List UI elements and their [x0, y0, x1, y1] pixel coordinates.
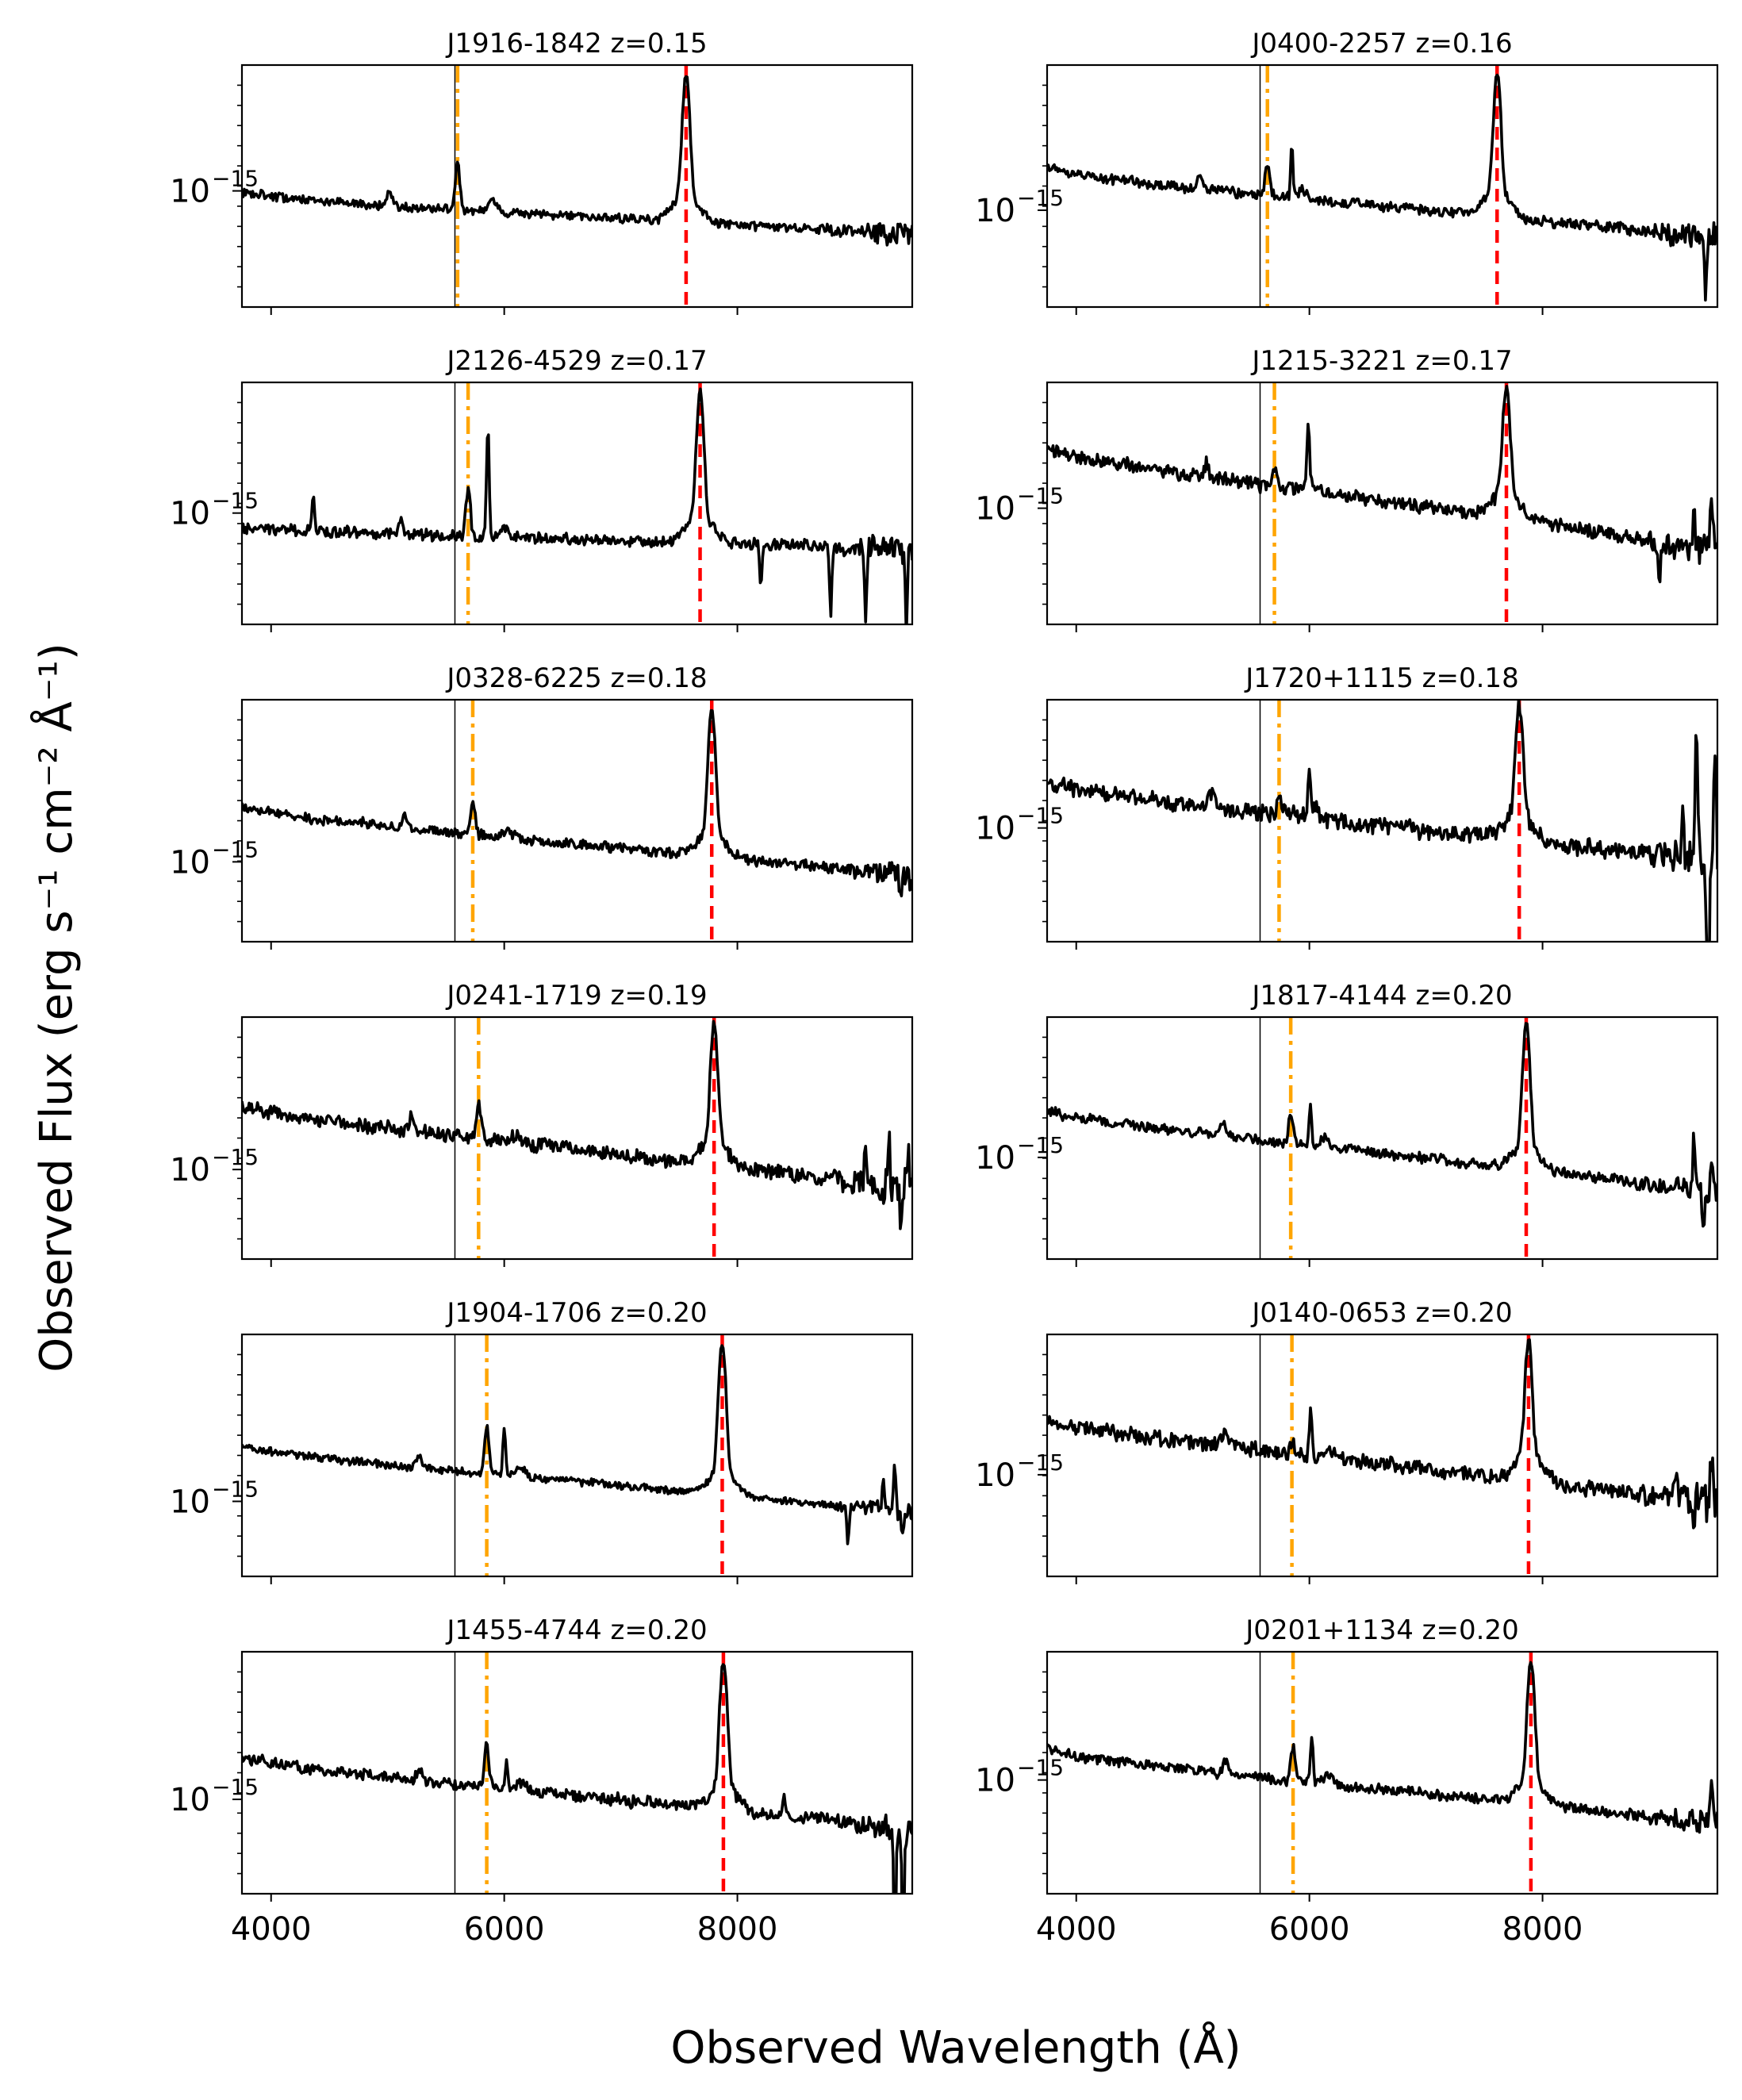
- spectrum-line: [242, 1019, 912, 1230]
- spectrum-line: [242, 75, 912, 247]
- spectrum-line: [1047, 1022, 1717, 1228]
- y-tick-exponent: −15: [1017, 803, 1064, 829]
- spectrum-panel: 10 −15 J0400-2257 z=0.16: [975, 28, 1719, 315]
- spectrum-line: [1047, 1338, 1717, 1530]
- axes-frame: [1046, 1650, 1719, 1895]
- y-tick-label: 10: [975, 1763, 1015, 1799]
- x-tick-label: 6000: [1269, 1911, 1350, 1948]
- y-tick-label: 10: [170, 1782, 210, 1818]
- x-tick-label: 8000: [1502, 1911, 1583, 1948]
- spectrum-panel: 4000 6000 8000 10 −15 J1455-4744 z=0.20: [170, 1614, 914, 1948]
- panel-title: J0328-6225 z=0.18: [445, 662, 707, 694]
- y-tick-exponent: −15: [1017, 1132, 1064, 1158]
- spectrum-panel: 10 −15 J2126-4529 z=0.17: [170, 345, 914, 632]
- y-tick-label: 10: [170, 174, 210, 210]
- panel-title: J0400-2257 z=0.16: [1250, 28, 1512, 60]
- spectrum-line: [1047, 1660, 1717, 1834]
- panel-title: J1455-4744 z=0.20: [445, 1614, 707, 1646]
- x-tick-label: 6000: [464, 1911, 545, 1948]
- x-tick-label: 8000: [697, 1911, 778, 1948]
- y-tick-label: 10: [170, 844, 210, 881]
- y-tick-exponent: −15: [1017, 185, 1064, 211]
- panel-title: J0241-1719 z=0.19: [445, 980, 707, 1012]
- y-tick-label: 10: [975, 1457, 1015, 1494]
- y-tick-label: 10: [170, 1152, 210, 1188]
- y-tick-exponent: −15: [1017, 483, 1064, 509]
- y-tick-exponent: −15: [1017, 1755, 1064, 1781]
- spectrum-panel: 10 −15 J0140-0653 z=0.20: [975, 1297, 1719, 1584]
- y-tick-label: 10: [975, 193, 1015, 229]
- axes-frame: [240, 698, 914, 943]
- panel-title: J2126-4529 z=0.17: [445, 345, 707, 377]
- spectrum-line: [1047, 700, 1717, 942]
- panel-title: J0140-0653 z=0.20: [1250, 1297, 1512, 1329]
- y-tick-exponent: −15: [212, 166, 259, 192]
- panel-title: J1916-1842 z=0.15: [445, 28, 707, 60]
- spectrum-panel: 10 −15 J0328-6225 z=0.18: [170, 662, 914, 950]
- y-tick-label: 10: [170, 1484, 210, 1520]
- spectrum-panel: 10 −15 J1720+1115 z=0.18: [975, 662, 1719, 950]
- y-tick-exponent: −15: [212, 1144, 259, 1170]
- spectrum-panel: 10 −15 J1904-1706 z=0.20: [170, 1297, 914, 1584]
- spectrum-panel: 10 −15 J1215-3221 z=0.17: [975, 345, 1719, 632]
- y-tick-exponent: −15: [212, 836, 259, 862]
- axes-frame: [1046, 698, 1719, 943]
- spectrum-line: [1047, 384, 1717, 584]
- y-tick-label: 10: [975, 811, 1015, 847]
- y-tick-label: 10: [975, 491, 1015, 528]
- x-axis-label: Observed Wavelength (Å): [670, 2021, 1241, 2074]
- axes-frame: [240, 1333, 914, 1578]
- panel-title: J1904-1706 z=0.20: [445, 1297, 707, 1329]
- panel-title: J1817-4144 z=0.20: [1250, 980, 1512, 1012]
- spectrum-panel: 10 −15 J1916-1842 z=0.15: [170, 28, 914, 315]
- y-tick-exponent: −15: [212, 1774, 259, 1800]
- axes-frame: [240, 381, 914, 626]
- y-tick-exponent: −15: [212, 1476, 259, 1502]
- panel-title: J1215-3221 z=0.17: [1250, 345, 1512, 377]
- spectrum-line: [242, 387, 912, 624]
- panel-title: J0201+1134 z=0.20: [1244, 1614, 1518, 1646]
- axes-frame: [240, 1015, 914, 1261]
- y-axis-label: Observed Flux (erg s⁻¹ cm⁻² Å⁻¹): [30, 643, 82, 1372]
- panel-title: J1720+1115 z=0.18: [1244, 662, 1518, 694]
- spectrum-panel: 10 −15 J1817-4144 z=0.20: [975, 980, 1719, 1267]
- y-tick-label: 10: [975, 1140, 1015, 1177]
- y-tick-exponent: −15: [212, 488, 259, 514]
- spectrum-line: [242, 1663, 912, 1894]
- spectrum-panel: 4000 6000 8000 10 −15 J0201+1134 z=0.20: [975, 1614, 1719, 1948]
- spectrum-line: [242, 1344, 912, 1545]
- y-tick-label: 10: [170, 496, 210, 532]
- spectrum-line: [1047, 73, 1717, 302]
- axes-frame: [240, 63, 914, 309]
- x-tick-label: 4000: [231, 1911, 312, 1948]
- axes-frame: [1046, 1015, 1719, 1261]
- axes-frame: [1046, 1333, 1719, 1578]
- x-tick-label: 4000: [1036, 1911, 1117, 1948]
- spectrum-panel: 10 −15 J0241-1719 z=0.19: [170, 980, 914, 1267]
- spectrum-line: [242, 708, 912, 898]
- y-tick-exponent: −15: [1017, 1449, 1064, 1476]
